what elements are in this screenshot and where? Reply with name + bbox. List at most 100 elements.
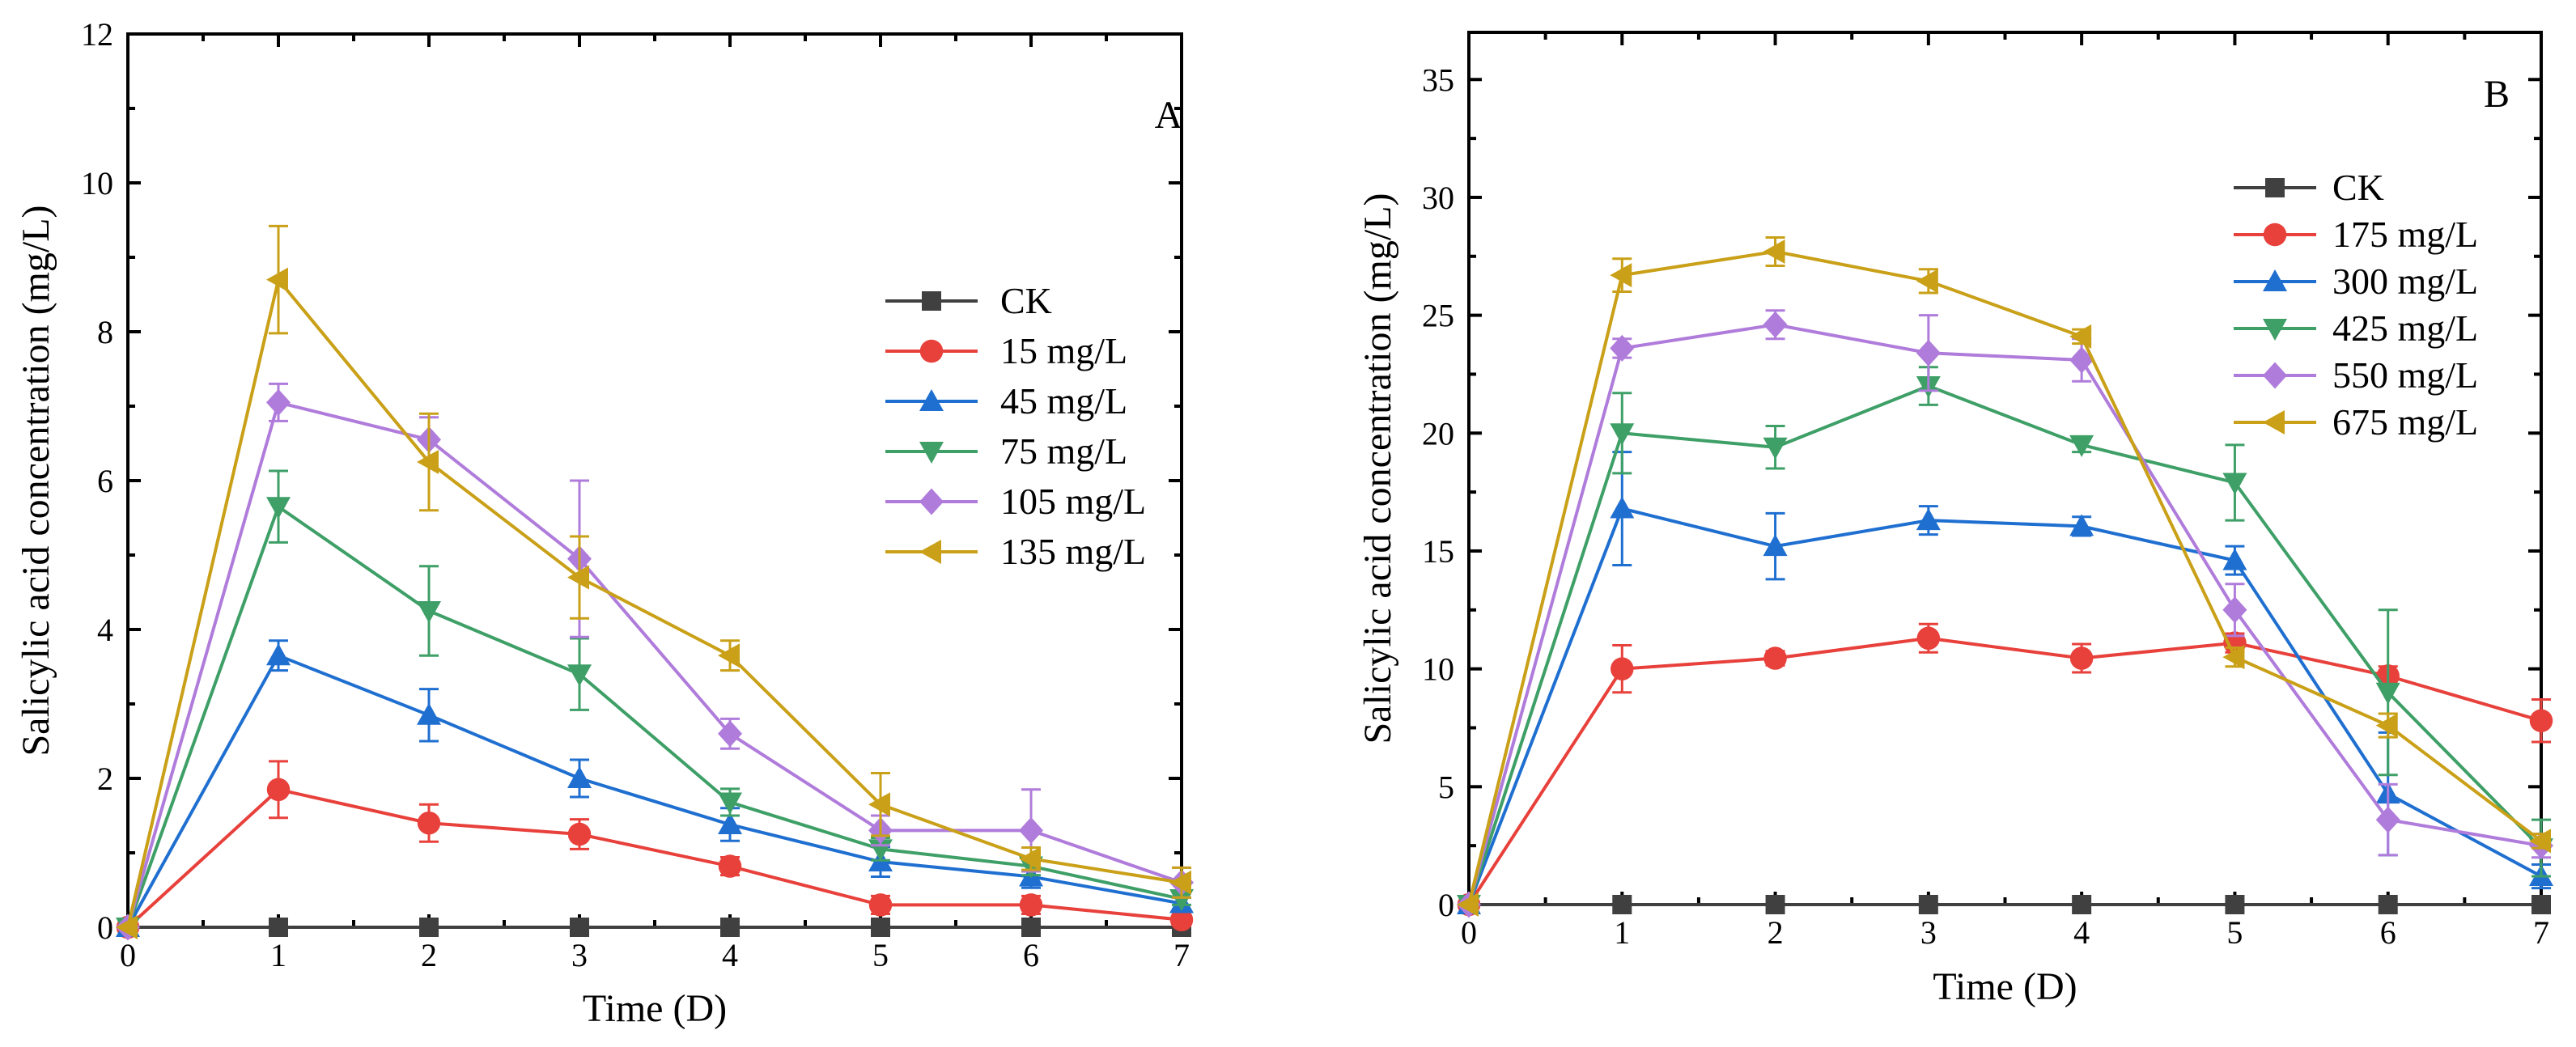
data-point bbox=[1765, 895, 1785, 914]
data-point bbox=[2072, 895, 2092, 914]
x-tick-label: 5 bbox=[872, 937, 889, 973]
data-point bbox=[417, 601, 441, 623]
x-tick-label: 0 bbox=[120, 937, 136, 973]
x-tick-label: 3 bbox=[571, 937, 588, 973]
data-point bbox=[567, 766, 592, 788]
data-point bbox=[2375, 682, 2400, 705]
data-point bbox=[1763, 534, 1788, 557]
data-point bbox=[1916, 339, 1941, 367]
data-point bbox=[266, 643, 291, 666]
data-point bbox=[269, 918, 288, 937]
series-15-mg-l bbox=[116, 760, 1194, 939]
y-tick-label: 0 bbox=[97, 909, 113, 946]
data-point bbox=[720, 918, 740, 937]
x-tick-label: 1 bbox=[270, 937, 286, 973]
data-point bbox=[266, 388, 291, 416]
data-point bbox=[567, 565, 589, 590]
data-point bbox=[1916, 626, 1941, 651]
y-tick-label: 2 bbox=[97, 761, 113, 797]
data-point bbox=[1169, 889, 1194, 912]
data-point bbox=[2225, 895, 2245, 914]
series-line bbox=[126, 504, 1182, 928]
x-tick-label: 2 bbox=[421, 937, 437, 973]
legend-marker bbox=[919, 339, 944, 363]
data-point bbox=[2069, 346, 2094, 374]
data-point bbox=[1019, 846, 1041, 871]
series-line bbox=[126, 653, 1182, 928]
x-tick-label: 5 bbox=[2226, 914, 2243, 951]
data-point bbox=[868, 792, 890, 817]
data-point bbox=[417, 811, 441, 835]
series-line bbox=[126, 276, 1182, 928]
legend-entry: CK bbox=[885, 280, 1052, 321]
data-point bbox=[417, 450, 439, 474]
x-axis-title: Time (D) bbox=[583, 987, 727, 1030]
data-point bbox=[871, 918, 890, 937]
data-point bbox=[1019, 816, 1043, 844]
data-point bbox=[1763, 311, 1788, 338]
data-point bbox=[2069, 646, 2094, 670]
legend-marker bbox=[919, 540, 941, 564]
legend-marker bbox=[919, 389, 944, 411]
y-tick-label: 20 bbox=[1422, 415, 1454, 451]
data-point bbox=[266, 778, 291, 802]
series-line bbox=[1467, 636, 2542, 906]
data-point bbox=[2531, 895, 2551, 914]
data-point bbox=[567, 822, 592, 846]
legend-entry: 425 mg/L bbox=[2234, 307, 2478, 349]
x-tick-label: 4 bbox=[722, 937, 738, 973]
y-tick-label: 15 bbox=[1422, 533, 1454, 570]
data-point bbox=[2222, 596, 2247, 624]
x-tick-label: 0 bbox=[1461, 914, 1477, 951]
legend-marker bbox=[2263, 269, 2287, 291]
data-point bbox=[1611, 657, 1634, 680]
legend-label: 425 mg/L bbox=[2332, 307, 2478, 349]
data-point bbox=[266, 267, 288, 292]
y-tick-label: 10 bbox=[1422, 651, 1454, 688]
data-point bbox=[2222, 645, 2245, 670]
legend-entry: 15 mg/L bbox=[885, 330, 1127, 371]
series-425-mg-l bbox=[1457, 366, 2553, 917]
x-tick-label: 6 bbox=[1023, 937, 1039, 973]
y-axis-title: Salicylic acid concentration (mg/L) bbox=[1356, 193, 1399, 744]
panel-label: A bbox=[1155, 94, 1183, 137]
y-tick-label: 30 bbox=[1422, 180, 1454, 216]
legend-marker bbox=[919, 442, 944, 464]
y-tick-label: 0 bbox=[1438, 887, 1454, 923]
data-point bbox=[2375, 806, 2400, 833]
legend-label: 675 mg/L bbox=[2332, 401, 2478, 443]
legend-label: 15 mg/L bbox=[1000, 330, 1127, 371]
legend-entry: 75 mg/L bbox=[885, 430, 1127, 472]
legend-marker bbox=[2263, 410, 2285, 434]
x-tick-label: 7 bbox=[2533, 914, 2549, 951]
data-point bbox=[1610, 423, 1635, 446]
y-tick-label: 25 bbox=[1422, 298, 1454, 334]
legend-entry: 45 mg/L bbox=[885, 380, 1127, 422]
series-line bbox=[126, 400, 1182, 928]
y-tick-label: 5 bbox=[1438, 769, 1454, 805]
data-point bbox=[2069, 434, 2094, 457]
series-line bbox=[126, 787, 1182, 929]
data-point bbox=[2222, 473, 2247, 495]
legend-label: 175 mg/L bbox=[2332, 214, 2478, 255]
data-point bbox=[417, 702, 441, 725]
y-tick-label: 6 bbox=[97, 463, 113, 499]
data-point bbox=[419, 918, 439, 937]
data-point bbox=[718, 643, 740, 668]
x-tick-label: 2 bbox=[1768, 914, 1784, 951]
data-point bbox=[570, 918, 589, 937]
x-tick-label: 6 bbox=[2380, 914, 2396, 951]
data-point bbox=[718, 792, 742, 815]
legend-marker bbox=[2263, 362, 2287, 389]
data-point bbox=[1019, 893, 1043, 917]
data-point bbox=[2529, 829, 2551, 854]
series-line bbox=[1467, 249, 2543, 905]
data-point bbox=[1763, 646, 1787, 670]
series-line bbox=[1467, 384, 2543, 905]
data-point bbox=[2529, 709, 2553, 732]
legend-entry: 300 mg/L bbox=[2234, 261, 2478, 302]
data-point bbox=[2069, 324, 2092, 349]
series-line bbox=[1467, 507, 2542, 905]
legend-label: 105 mg/L bbox=[1000, 481, 1146, 522]
legend-label: 300 mg/L bbox=[2332, 261, 2478, 302]
